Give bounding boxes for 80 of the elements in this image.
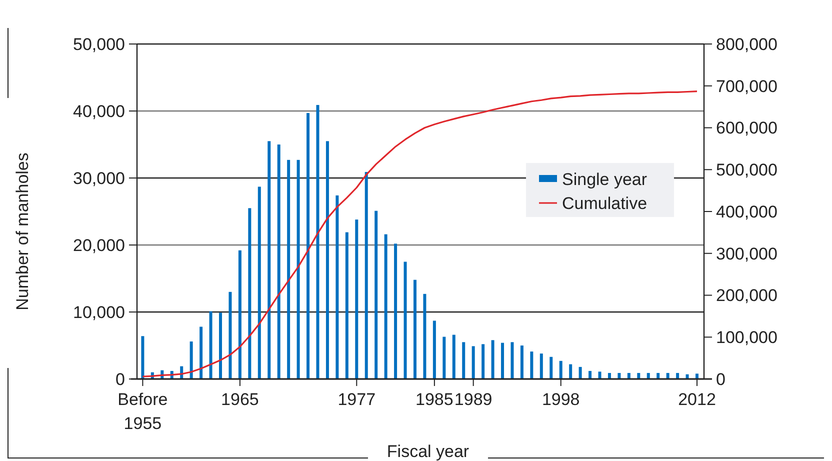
y-tick-label: 30,000: [73, 168, 125, 188]
bar: [355, 220, 358, 379]
bar: [200, 326, 203, 379]
bar: [608, 372, 611, 379]
line-series: [142, 90, 698, 378]
bar: [432, 320, 436, 379]
bar: [482, 344, 485, 379]
bar: [336, 195, 339, 379]
y-tick-label: 40,000: [73, 102, 125, 121]
y2-tick-label: 500,000: [716, 160, 778, 180]
bar: [326, 141, 329, 379]
bar: [296, 160, 300, 379]
bar: [209, 311, 212, 379]
bar: [442, 336, 446, 379]
bar: [452, 334, 456, 379]
bar: [646, 372, 650, 379]
bar: [218, 312, 222, 379]
bar: [530, 352, 534, 379]
bar: [287, 160, 290, 379]
y2-tick-label: 300,000: [716, 244, 778, 264]
y2-tick-label: 0: [716, 370, 726, 389]
bar: [578, 366, 582, 379]
bar: [618, 372, 621, 379]
y-tick-label: 0: [116, 370, 125, 389]
bar: [228, 292, 232, 379]
bar: [598, 372, 602, 379]
bar: [374, 210, 378, 379]
bar: [550, 356, 553, 379]
bar: [637, 372, 640, 379]
x-axis-title: Fiscal year: [386, 442, 470, 461]
x-tick-label: 1965: [221, 390, 259, 409]
bar: [238, 250, 242, 379]
y-tick-label: 10,000: [73, 302, 125, 322]
bar: [491, 340, 494, 379]
legend-label: Single year: [562, 170, 648, 189]
bar: [696, 374, 698, 379]
bar: [510, 342, 514, 379]
legend-label: Cumulative: [562, 194, 648, 213]
y2-tick-label: 100,000: [716, 328, 778, 348]
y-axis-title: Number of manholes: [13, 152, 32, 310]
y2-tick-label: 400,000: [716, 202, 778, 222]
bar: [627, 372, 630, 379]
bar: [141, 336, 144, 379]
bar: [248, 208, 252, 379]
bar: [384, 234, 388, 379]
bar: [656, 372, 660, 379]
bar: [258, 186, 261, 379]
bar: [559, 360, 562, 379]
bar: [501, 342, 504, 379]
bar: [462, 342, 466, 379]
x-tick-label: 1998: [542, 390, 580, 409]
x-tick-label: 2012: [678, 390, 716, 409]
y2-tick-label: 800,000: [716, 34, 778, 54]
y2-tick-label: 700,000: [716, 76, 778, 96]
bar: [277, 144, 280, 379]
x-tick-label: 1989: [454, 390, 492, 409]
bar: [423, 294, 426, 379]
bar: [413, 280, 416, 379]
bar: [316, 104, 320, 379]
bar: [676, 372, 680, 379]
bar: [666, 372, 670, 379]
bar: [569, 364, 572, 379]
bar: [364, 172, 368, 379]
bar: [268, 141, 271, 379]
x-tick-label: 1977: [338, 390, 376, 409]
x-tick-label: Before 1955: [118, 390, 168, 433]
y2-tick-label: 600,000: [716, 118, 778, 138]
bar: [394, 244, 398, 379]
y-tick-label: 50,000: [73, 34, 125, 54]
bar: [190, 341, 193, 379]
bar: [404, 262, 407, 379]
bar: [306, 113, 310, 379]
y-tick-label: 20,000: [73, 236, 125, 255]
bar: [540, 354, 543, 379]
bar: [472, 346, 475, 379]
bar: [345, 232, 348, 379]
bar: [588, 370, 592, 379]
y2-tick-label: 200,000: [716, 286, 778, 306]
x-tick-label: 1985: [416, 390, 454, 409]
bar: [520, 346, 524, 379]
